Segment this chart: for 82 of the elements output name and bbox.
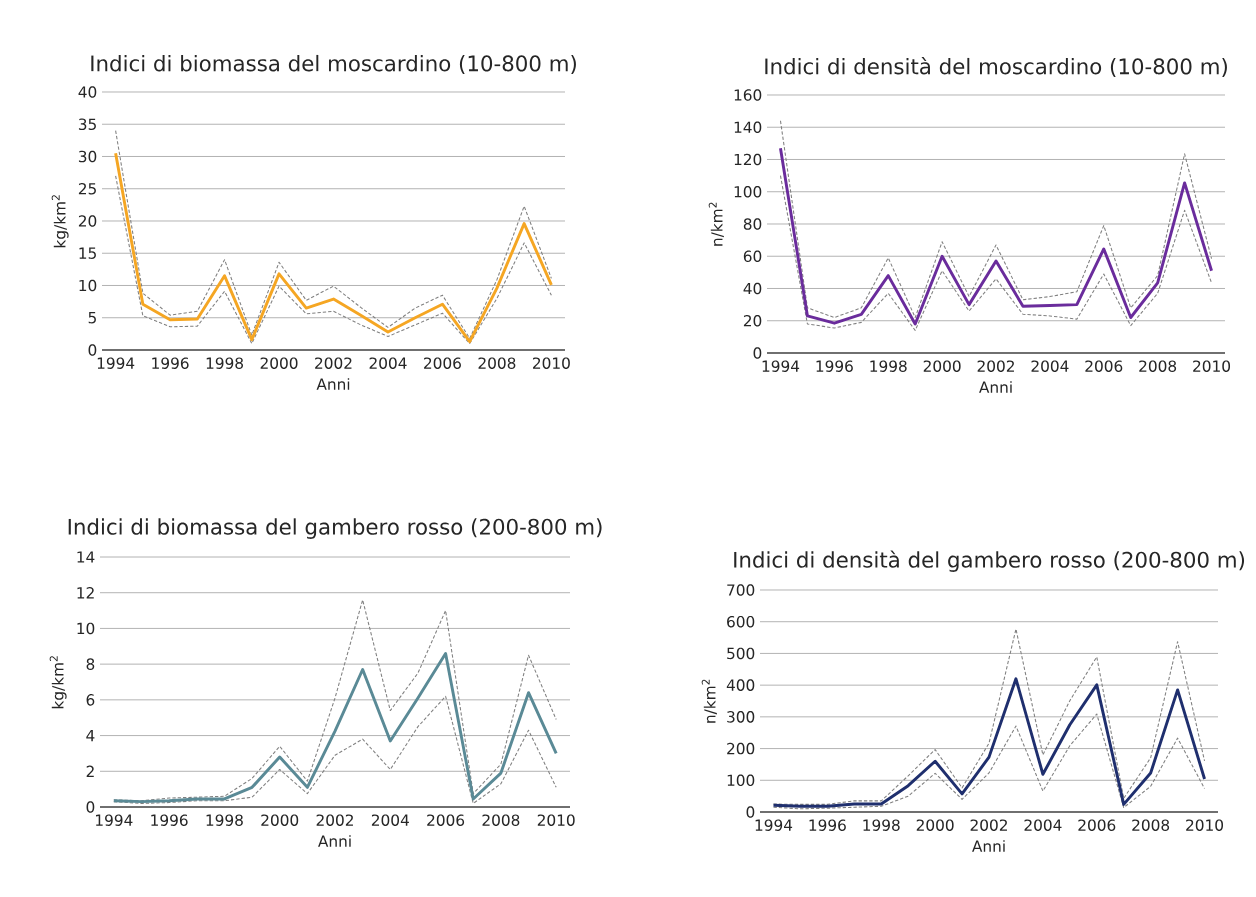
y-tick-label: 500 <box>727 647 755 660</box>
y-tick-label: 80 <box>743 218 762 230</box>
y-tick-label: 14 <box>77 551 95 563</box>
y-tick-label: 0 <box>88 344 97 356</box>
y-axis-title: n/km$^{2}$ <box>708 202 724 246</box>
y-tick-label: 30 <box>78 150 97 163</box>
x-tick-label: 1996 <box>816 360 853 372</box>
x-tick-label: 1994 <box>762 360 800 372</box>
y-tick-label: 400 <box>726 679 755 691</box>
y-tick-label: 0 <box>746 806 755 818</box>
x-tick-label: 1998 <box>206 357 244 369</box>
x-tick-label: 2006 <box>1085 360 1123 372</box>
y-tick-label: 160 <box>734 89 762 101</box>
y-tick-label: 6 <box>86 694 95 706</box>
chart-title: Indici di biomassa del gambero rosso (200-800 m) <box>68 518 602 539</box>
x-tick-label: 1998 <box>870 360 907 372</box>
y-axis-title: kg/km$^{2}$ <box>49 656 67 709</box>
y-tick-label: 12 <box>77 587 94 599</box>
y-tick-label: 700 <box>727 584 755 596</box>
y-tick-label: 5 <box>88 312 96 324</box>
y-tick-label: 8 <box>86 658 95 670</box>
x-tick-label: 2006 <box>427 814 465 826</box>
x-tick-label: 2008 <box>1132 819 1170 831</box>
x-tick-label: 1996 <box>809 819 846 831</box>
x-tick-label: 2004 <box>1031 360 1069 372</box>
chart-title: Indici di biomassa del moscardino (10-800 m) <box>91 54 576 74</box>
y-tick-label: 40 <box>78 86 97 98</box>
y-tick-label: 200 <box>727 742 755 755</box>
y-axis-title: n/km$^{2}$ <box>701 679 717 723</box>
y-tick-label: 15 <box>79 247 96 259</box>
x-axis-title: Anni <box>318 835 351 847</box>
x-tick-label: 2010 <box>537 814 575 826</box>
y-axis-title: kg/km$^{2}$ <box>51 195 69 248</box>
y-tick-label: 35 <box>78 118 96 131</box>
x-axis-title: Anni <box>979 381 1012 393</box>
y-tick-label: 140 <box>734 121 762 134</box>
y-tick-label: 2 <box>86 765 94 777</box>
x-tick-label: 1998 <box>863 819 900 831</box>
x-axis-title: Anni <box>316 378 350 390</box>
x-tick-label: 2002 <box>970 819 1007 831</box>
y-tick-label: 60 <box>743 250 762 263</box>
x-tick-label: 2010 <box>533 357 570 369</box>
x-tick-label: 2006 <box>424 357 461 369</box>
x-tick-label: 2000 <box>261 814 299 826</box>
y-tick-label: 100 <box>734 185 762 198</box>
x-tick-label: 1998 <box>206 814 243 826</box>
y-tick-label: 4 <box>86 729 95 742</box>
x-tick-label: 2010 <box>1193 360 1231 372</box>
x-tick-label: 2004 <box>1024 819 1062 831</box>
chart-title: Indici di densità del moscardino (10-800 m) <box>765 57 1227 77</box>
y-tick-label: 10 <box>79 279 97 292</box>
x-tick-label: 2002 <box>316 814 353 826</box>
x-tick-label: 2002 <box>977 360 1014 372</box>
y-tick-label: 300 <box>727 711 755 723</box>
y-tick-label: 20 <box>78 215 97 227</box>
y-tick-label: 25 <box>78 182 96 195</box>
y-tick-label: 100 <box>727 774 755 787</box>
x-tick-label: 2000 <box>260 357 298 369</box>
y-tick-label: 600 <box>727 615 755 628</box>
x-tick-label: 1994 <box>97 357 135 369</box>
x-tick-label: 2006 <box>1078 819 1116 831</box>
y-tick-label: 0 <box>86 801 95 813</box>
chart-title: Indici di densità del gambero rosso (200-800 m) <box>734 550 1245 572</box>
y-tick-label: 20 <box>743 314 762 327</box>
x-axis-title: Anni <box>972 840 1005 852</box>
y-tick-label: 10 <box>77 622 95 635</box>
x-tick-label: 2000 <box>916 819 954 831</box>
x-tick-label: 2008 <box>478 357 516 369</box>
y-tick-label: 40 <box>743 282 762 295</box>
x-tick-label: 1994 <box>96 814 133 826</box>
x-tick-label: 2004 <box>371 814 409 826</box>
x-tick-label: 2008 <box>1139 360 1177 372</box>
x-tick-label: 1994 <box>755 819 793 831</box>
x-tick-label: 2002 <box>315 357 352 369</box>
x-tick-label: 2010 <box>1186 819 1224 831</box>
x-tick-label: 1996 <box>151 814 188 826</box>
y-tick-label: 0 <box>753 347 762 359</box>
x-tick-label: 1996 <box>152 357 189 369</box>
x-tick-label: 2000 <box>923 360 961 372</box>
x-tick-label: 2008 <box>482 814 520 826</box>
x-tick-label: 2004 <box>369 357 407 369</box>
y-tick-label: 120 <box>734 153 762 166</box>
